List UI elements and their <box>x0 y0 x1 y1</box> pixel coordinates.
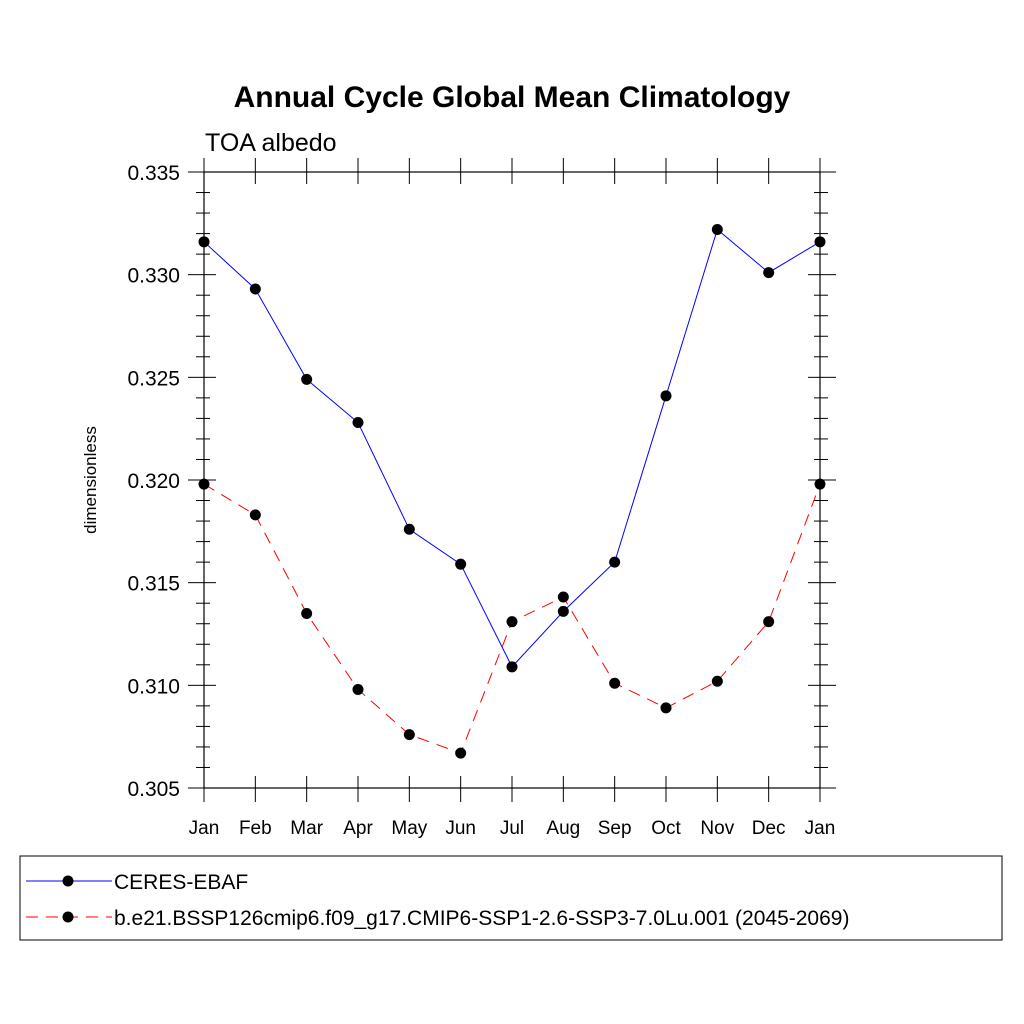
x-tick-label: Mar <box>290 818 323 839</box>
legend-label-2: b.e21.BSSP126cmip6.f09_g17.CMIP6-SSP1-2.… <box>114 907 849 930</box>
axis-ticks: 0.305 0.310 0.315 0.320 0.325 0.330 0.335 Jan Fe… <box>127 158 836 839</box>
series-1-point <box>660 390 672 402</box>
series-2-point <box>403 729 415 741</box>
x-tick-label: Oct <box>651 818 681 839</box>
x-tick-label: Feb <box>239 818 272 839</box>
x-tick-label: May <box>391 818 427 839</box>
series-2-point <box>711 675 723 687</box>
y-tick-label: 0.305 <box>127 778 180 801</box>
y-axis-label: dimensionless <box>81 426 100 534</box>
x-tick-label: Dec <box>752 818 786 839</box>
chart-subtitle: TOA albedo <box>205 129 337 157</box>
y-tick-label: 0.335 <box>127 162 180 185</box>
series-2-point <box>763 616 775 628</box>
series-1-point <box>609 556 621 568</box>
series-2-point <box>609 677 621 689</box>
series-2-point <box>249 509 261 521</box>
x-tick-label: Apr <box>343 818 373 839</box>
series-2-point <box>352 683 364 695</box>
series-1-point <box>301 373 313 385</box>
series-2-point <box>455 747 467 759</box>
plot-frame <box>203 171 821 789</box>
y-tick-label: 0.320 <box>127 470 180 493</box>
series-layer <box>198 223 826 759</box>
legend-marker-1 <box>62 875 74 887</box>
series-1-point <box>403 523 415 535</box>
series-1-point <box>506 661 518 673</box>
series-2-point <box>814 478 826 490</box>
series-1-point <box>763 267 775 279</box>
series-2-point <box>506 616 518 628</box>
legend: CERES-EBAF b.e21.BSSP126cmip6.f09_g17.CMI… <box>26 871 849 930</box>
x-tick-label: Nov <box>700 818 734 839</box>
x-tick-label: Aug <box>546 818 580 839</box>
series-1-point <box>814 236 826 248</box>
x-tick-label: Sep <box>598 818 632 839</box>
x-tick-label: Jan <box>189 818 220 839</box>
legend-label-1: CERES-EBAF <box>114 871 248 894</box>
x-tick-label: Jun <box>445 818 476 839</box>
series-line-1 <box>203 228 821 668</box>
y-tick-label: 0.330 <box>127 265 180 288</box>
series-2-point <box>660 702 672 714</box>
series-2-point <box>301 607 313 619</box>
series-1-point <box>455 558 467 570</box>
series-1-point <box>249 283 261 295</box>
x-tick-label: Jul <box>500 818 524 839</box>
series-2-point <box>557 591 569 603</box>
series-1-point <box>557 605 569 617</box>
legend-box <box>19 855 1003 941</box>
y-tick-label: 0.310 <box>127 675 180 698</box>
series-1-point <box>711 223 723 235</box>
series-1-point <box>352 417 364 429</box>
y-tick-label: 0.315 <box>127 573 180 596</box>
y-tick-label: 0.325 <box>127 367 180 390</box>
series-2-point <box>198 478 210 490</box>
legend-marker-2 <box>62 911 74 923</box>
x-tick-label: Jan <box>805 818 836 839</box>
chart-title: Annual Cycle Global Mean Climatology <box>234 81 791 114</box>
series-1-point <box>198 236 210 248</box>
